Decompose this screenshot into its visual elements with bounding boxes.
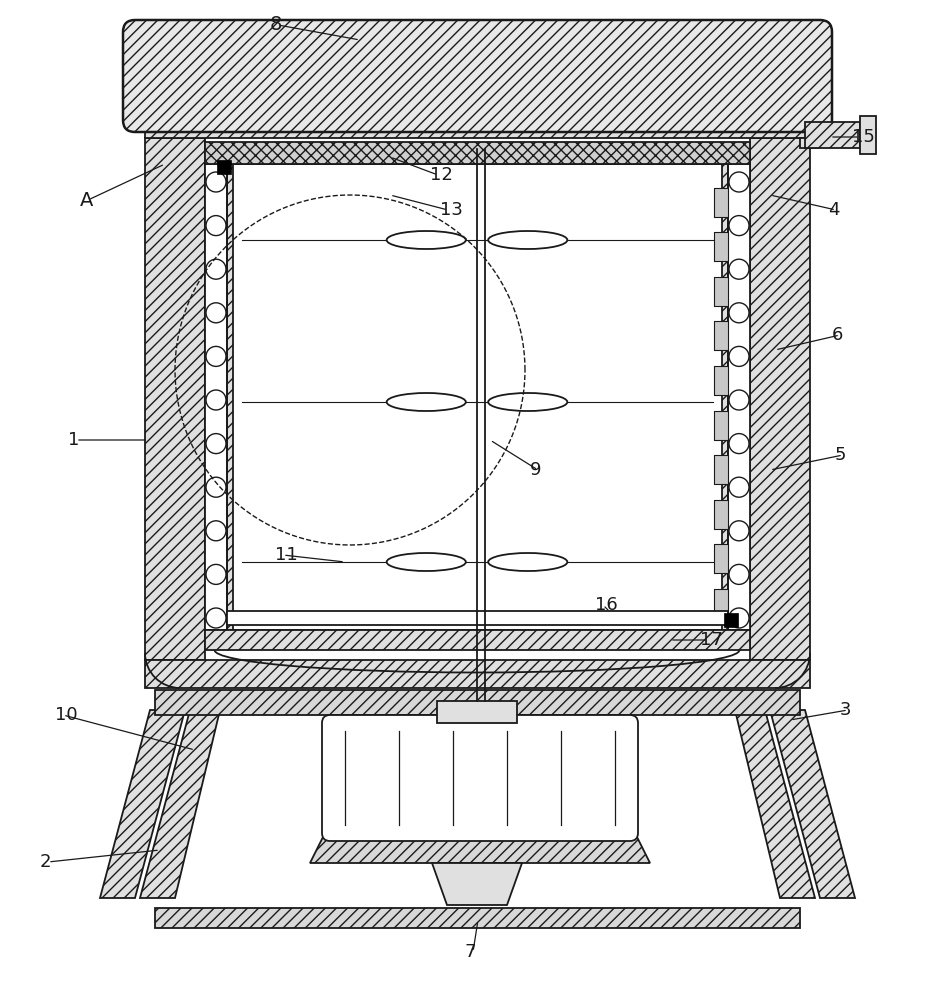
Text: 8: 8 (270, 15, 283, 34)
Ellipse shape (387, 231, 466, 249)
Circle shape (729, 390, 749, 410)
Bar (714, 321, 728, 350)
Circle shape (729, 172, 749, 192)
Bar (714, 366, 728, 395)
FancyBboxPatch shape (123, 20, 832, 132)
Circle shape (729, 346, 749, 366)
Text: 9: 9 (530, 461, 542, 479)
Bar (750, 138, 810, 660)
Bar (145, 660, 810, 688)
Text: 10: 10 (55, 706, 78, 724)
Bar (227, 164, 233, 630)
Bar (217, 160, 231, 174)
Circle shape (206, 172, 226, 192)
Bar (860, 116, 876, 154)
Circle shape (206, 346, 226, 366)
Bar (205, 630, 750, 650)
Circle shape (729, 608, 749, 628)
Circle shape (729, 434, 749, 454)
Text: 15: 15 (852, 128, 875, 146)
Text: 3: 3 (840, 701, 852, 719)
Text: 7: 7 (465, 943, 476, 961)
Bar (437, 701, 517, 723)
Bar (728, 164, 750, 630)
Bar (714, 544, 728, 573)
Ellipse shape (489, 393, 567, 411)
Ellipse shape (489, 231, 567, 249)
Bar (722, 164, 728, 630)
Bar (714, 589, 728, 618)
Circle shape (729, 259, 749, 279)
Bar (205, 164, 227, 630)
Bar (800, 138, 818, 148)
Circle shape (206, 303, 226, 323)
Bar (145, 138, 205, 660)
Polygon shape (770, 710, 855, 898)
Bar (714, 500, 728, 529)
Ellipse shape (387, 553, 466, 571)
Bar (805, 122, 860, 148)
FancyBboxPatch shape (322, 715, 638, 841)
Text: 5: 5 (835, 446, 846, 464)
Circle shape (729, 216, 749, 236)
Bar (227, 164, 728, 630)
Bar (714, 411, 728, 440)
Circle shape (729, 477, 749, 497)
Polygon shape (735, 710, 815, 898)
Bar (155, 690, 800, 715)
Text: 1: 1 (68, 431, 80, 449)
Bar (714, 188, 728, 217)
Circle shape (206, 390, 226, 410)
Circle shape (729, 521, 749, 541)
Bar (227, 611, 728, 625)
Circle shape (729, 303, 749, 323)
Ellipse shape (387, 393, 466, 411)
Text: 4: 4 (828, 201, 840, 219)
Bar (714, 232, 728, 261)
Text: 11: 11 (275, 546, 298, 564)
Text: A: A (80, 190, 94, 210)
Bar (714, 455, 728, 484)
Bar (155, 908, 800, 928)
Bar (714, 277, 728, 306)
Circle shape (206, 259, 226, 279)
Circle shape (206, 434, 226, 454)
Circle shape (206, 521, 226, 541)
Polygon shape (140, 710, 220, 898)
Circle shape (206, 608, 226, 628)
Circle shape (729, 564, 749, 584)
Text: 16: 16 (595, 596, 618, 614)
Circle shape (206, 564, 226, 584)
Polygon shape (100, 710, 185, 898)
Polygon shape (432, 863, 522, 905)
Bar (145, 120, 810, 138)
Text: 13: 13 (440, 201, 463, 219)
Polygon shape (310, 833, 650, 863)
Text: 12: 12 (430, 166, 453, 184)
Circle shape (206, 477, 226, 497)
Ellipse shape (489, 553, 567, 571)
Circle shape (206, 216, 226, 236)
Text: 2: 2 (40, 853, 51, 871)
Bar (205, 142, 750, 164)
Bar (724, 613, 738, 627)
Text: 17: 17 (700, 631, 723, 649)
Text: 6: 6 (832, 326, 843, 344)
